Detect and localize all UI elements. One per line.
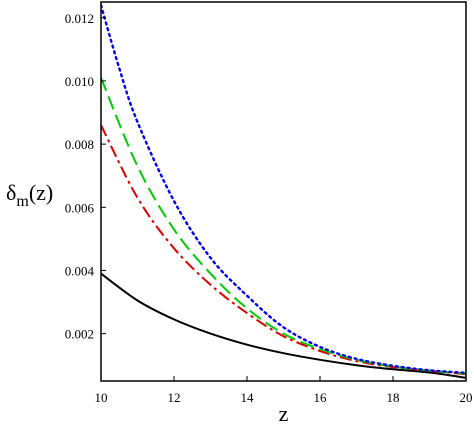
y-tick-label: 0.010 [65, 74, 94, 89]
x-tick-label: 16 [314, 390, 328, 405]
x-tick-label: 12 [168, 390, 181, 405]
y-tick-label: 0.002 [65, 327, 94, 342]
series-line-1 [101, 272, 466, 379]
y-tick-label: 0.008 [65, 137, 94, 152]
plot-frame [100, 1, 467, 382]
series-layer [101, 4, 466, 379]
series-line-3 [101, 77, 466, 375]
tick-layer: 10 12 14 16 18 20 0.002 0.004 0.006 0.008 0.010 0.0… [65, 11, 473, 405]
y-axis-label-argument: (z) [29, 180, 53, 205]
x-tick-label: 14 [241, 390, 255, 405]
y-axis-label-subscript: m [16, 193, 29, 210]
y-axis-label-main: δ [6, 180, 16, 205]
series-line-2 [101, 124, 466, 376]
y-axis-label: δm(z) [6, 180, 53, 210]
x-tick-label: 10 [95, 390, 108, 405]
x-axis-label: z [279, 401, 289, 426]
y-tick-label: 0.006 [65, 200, 95, 215]
y-tick-label: 0.012 [65, 11, 94, 26]
x-tick-label: 20 [460, 390, 473, 405]
x-tick-label: 18 [387, 390, 400, 405]
series-line-4 [101, 4, 466, 374]
y-tick-label: 0.004 [65, 263, 95, 278]
